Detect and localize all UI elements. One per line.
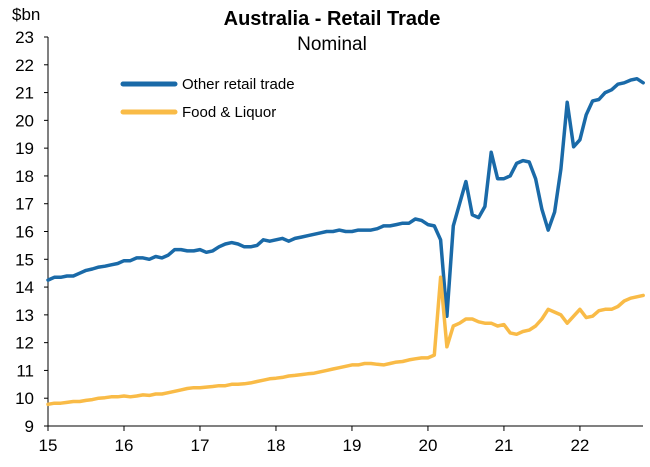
y-tick-label: 22 <box>15 56 34 75</box>
y-tick-label: 14 <box>15 278 34 297</box>
y-axis-ticks: 9 10 11 12 13 14 15 16 17 18 19 20 21 22 23 <box>15 28 48 436</box>
x-axis-ticks: 15 16 17 18 19 20 21 22 <box>39 426 589 455</box>
x-tick-label: 17 <box>191 436 210 455</box>
y-tick-label: 21 <box>15 84 34 103</box>
x-tick-label: 22 <box>570 436 589 455</box>
y-tick-label: 23 <box>15 28 34 47</box>
legend-label-food-liquor: Food & Liquor <box>182 104 276 121</box>
series-lines <box>46 76 645 407</box>
y-axis-unit-label: $bn <box>12 5 40 24</box>
y-tick-label: 11 <box>16 361 34 380</box>
y-tick-label: 19 <box>15 139 34 158</box>
y-tick-label: 16 <box>15 223 34 242</box>
series-line-other-retail <box>46 76 645 318</box>
x-tick-label: 15 <box>39 436 58 455</box>
y-tick-label: 15 <box>15 250 34 269</box>
y-tick-label: 17 <box>15 195 34 214</box>
chart-subtitle: Nominal <box>297 34 367 55</box>
x-tick-label: 20 <box>418 436 437 455</box>
legend: Other retail trade Food & Liquor <box>120 76 295 121</box>
y-tick-label: 10 <box>15 389 34 408</box>
y-tick-label: 12 <box>15 334 34 353</box>
series-line-food-liquor <box>46 275 645 407</box>
x-tick-label: 16 <box>115 436 134 455</box>
y-tick-label: 13 <box>15 306 34 325</box>
x-tick-label: 19 <box>342 436 361 455</box>
chart-title: Australia - Retail Trade <box>224 8 441 30</box>
legend-label-other-retail: Other retail trade <box>182 76 295 93</box>
y-tick-label: 20 <box>15 111 34 130</box>
y-tick-label: 18 <box>15 167 34 186</box>
x-tick-label: 18 <box>267 436 286 455</box>
y-tick-label: 9 <box>25 417 34 436</box>
x-tick-label: 21 <box>494 436 513 455</box>
